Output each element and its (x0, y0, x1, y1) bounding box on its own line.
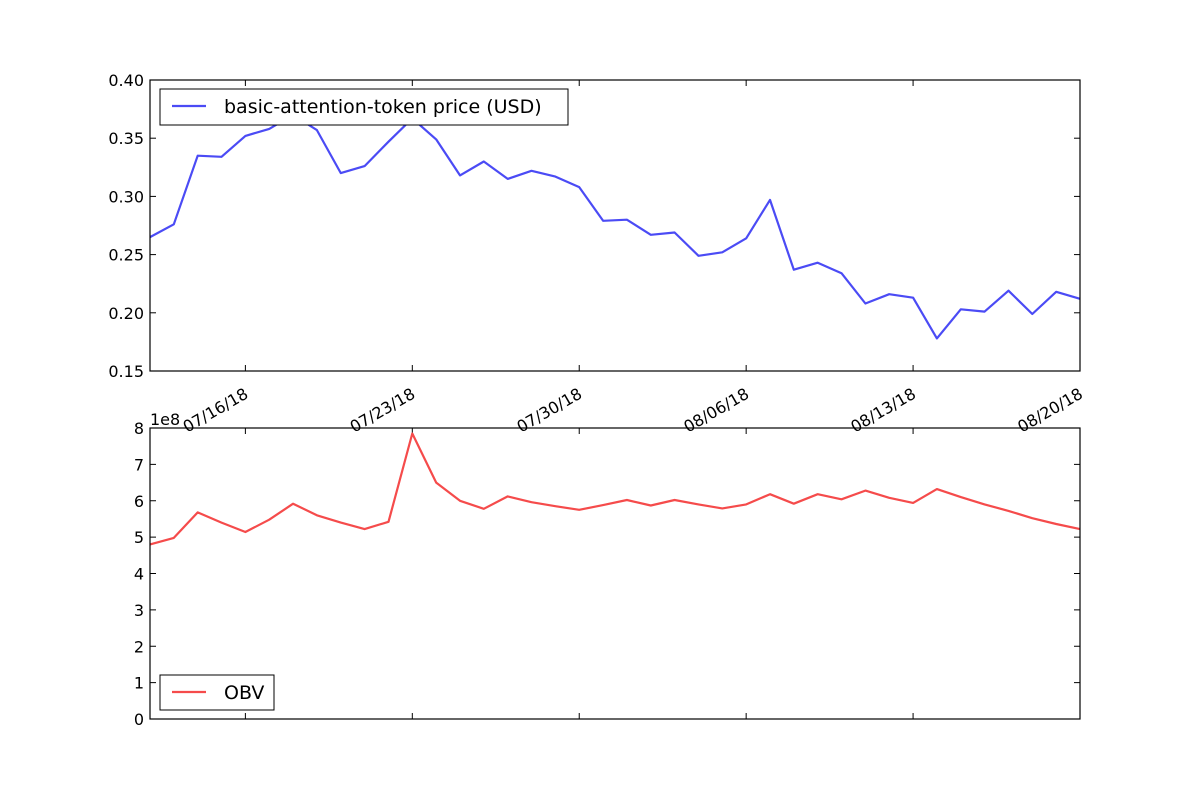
price-y-tick-label: 0.30 (108, 187, 144, 206)
obv-y-tick-label: 3 (134, 601, 144, 620)
obv-y-tick-label: 2 (134, 637, 144, 656)
obv-legend-label: OBV (224, 682, 264, 704)
obv-legend-box (159, 674, 275, 711)
price-y-tick-label: 0.40 (108, 71, 144, 90)
price-legend-box (159, 88, 569, 126)
obv-y-tick-label: 0 (134, 710, 144, 729)
obv-y-tick-label: 6 (134, 492, 144, 511)
obv-y-tick-label: 8 (134, 419, 144, 438)
obv-y-tick-label: 7 (134, 455, 144, 474)
obv-y-multiplier: 1e8 (150, 410, 180, 429)
price-y-tick-label: 0.35 (108, 129, 144, 148)
price-y-axis-ticks: 0.15 0.20 0.25 0.30 0.35 0.40 (108, 71, 1080, 381)
obv-chart-panel: 0 1 2 3 4 5 6 7 8 1e8 OBV (134, 410, 1081, 729)
obv-y-tick-label: 1 (134, 674, 144, 693)
price-legend: basic-attention-token price (USD) (159, 88, 569, 126)
obv-y-tick-label: 5 (134, 528, 144, 547)
price-plot-frame (149, 79, 1081, 372)
obv-y-tick-label: 4 (134, 565, 144, 584)
price-y-tick-label: 0.25 (108, 246, 144, 265)
price-y-tick-label: 0.20 (108, 304, 144, 323)
obv-legend: OBV (159, 674, 275, 711)
price-legend-label: basic-attention-token price (USD) (224, 96, 542, 118)
obv-plot-frame (149, 427, 1081, 720)
obv-series-line (149, 432, 1081, 546)
price-y-tick-label: 0.15 (108, 362, 144, 381)
